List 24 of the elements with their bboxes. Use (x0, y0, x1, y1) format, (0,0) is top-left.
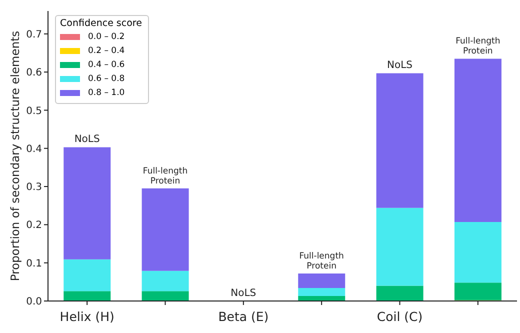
x-tick-label: Helix (H) (60, 309, 114, 324)
legend-label: 0.8 – 1.0 (88, 88, 125, 98)
annotation: Full-length Protein (142, 166, 188, 186)
legend-label: 0.2 – 0.4 (88, 46, 125, 56)
annotation: NoLS (230, 288, 256, 299)
legend-title: Confidence score (60, 18, 142, 29)
annotation: Full-length Protein (299, 252, 344, 272)
y-tick-label: 0.1 (26, 258, 42, 270)
legend-label: 0.0 – 0.2 (88, 32, 125, 42)
y-tick-label: 0.3 (26, 182, 42, 194)
legend-label: 0.6 – 0.8 (88, 74, 125, 84)
y-tick-label: 0.7 (26, 29, 42, 40)
y-tick-label: 0.2 (26, 220, 42, 232)
annotation: NoLS (386, 60, 413, 72)
y-tick-label: 0.5 (26, 106, 42, 117)
y-axis-title: Proportion of secondary structure elements (8, 30, 22, 282)
annotation: Full-length Protein (456, 36, 500, 57)
annotation: NoLS (74, 134, 100, 146)
x-tick-label: Coil (C) (376, 309, 423, 324)
legend-label: 0.4 – 0.6 (88, 60, 125, 70)
y-tick-label: 0.4 (26, 144, 42, 155)
x-tick-label: Beta (E) (218, 309, 269, 324)
y-tick-label: 0.6 (26, 68, 42, 79)
y-tick-label: 0.0 (26, 296, 42, 308)
